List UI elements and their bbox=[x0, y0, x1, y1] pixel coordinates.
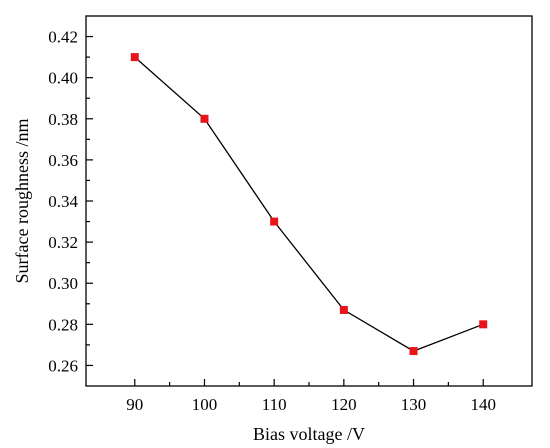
x-tick-label: 140 bbox=[470, 395, 496, 414]
data-points bbox=[130, 53, 488, 356]
data-point bbox=[200, 114, 209, 123]
y-tick-label: 0.40 bbox=[48, 69, 78, 88]
series-line bbox=[134, 56, 484, 352]
y-tick-label: 0.32 bbox=[48, 233, 78, 252]
data-point bbox=[339, 305, 348, 314]
y-tick-label: 0.30 bbox=[48, 274, 78, 293]
axes bbox=[85, 15, 533, 387]
data-point bbox=[270, 217, 279, 226]
x-tick-label: 130 bbox=[401, 395, 427, 414]
data-point bbox=[409, 347, 418, 356]
x-tick-label: 120 bbox=[331, 395, 357, 414]
y-tick-label: 0.26 bbox=[48, 356, 78, 375]
x-axis-title: Bias voltage /V bbox=[253, 424, 365, 444]
x-tick-label: 100 bbox=[192, 395, 218, 414]
y-tick-label: 0.36 bbox=[48, 151, 78, 170]
data-point bbox=[479, 320, 488, 329]
plot-frame bbox=[85, 15, 533, 387]
ticks: 90 100 110 120 130 140 0.26 0.28 0.30 0.32 0.34 0.3… bbox=[48, 28, 496, 414]
y-tick-label: 0.38 bbox=[48, 110, 78, 129]
y-axis-title: Surface roughness /nm bbox=[12, 119, 32, 284]
y-tick-label: 0.34 bbox=[48, 192, 78, 211]
x-tick-label: 90 bbox=[126, 395, 143, 414]
data-point bbox=[130, 53, 139, 62]
x-tick-label: 110 bbox=[262, 395, 287, 414]
y-tick-label: 0.42 bbox=[48, 28, 78, 47]
y-tick-label: 0.28 bbox=[48, 315, 78, 334]
